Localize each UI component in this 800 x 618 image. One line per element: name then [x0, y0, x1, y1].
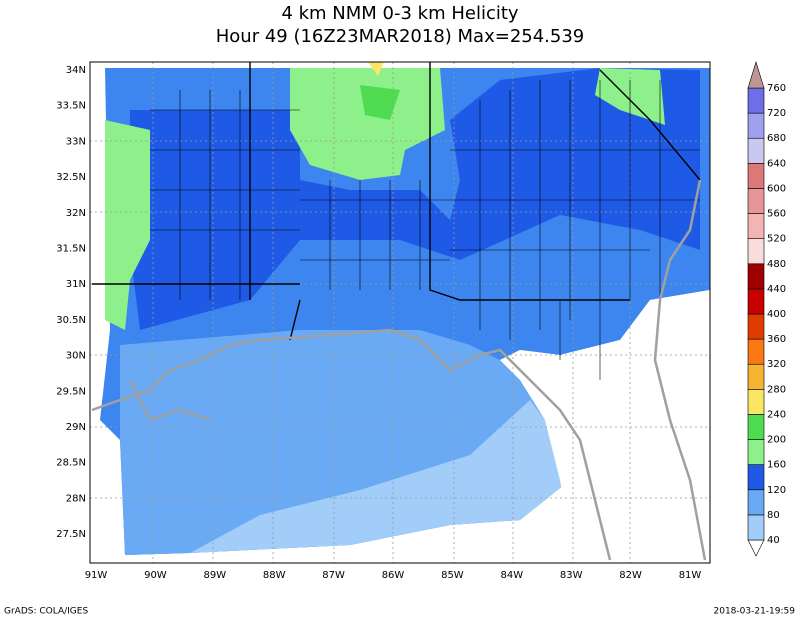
latitude-label: 29N: [66, 422, 86, 433]
colorbar-box: [747, 514, 765, 541]
latitude-label: 33.5N: [56, 101, 86, 112]
latitude-label: 30N: [66, 351, 86, 362]
colorbar-label: 480: [767, 259, 786, 270]
longitude-label: 90W: [144, 570, 167, 581]
field-green-core: [360, 85, 400, 120]
colorbar-box: [747, 188, 765, 214]
colorbar-label: 200: [767, 435, 786, 446]
longitude-label: 81W: [679, 570, 702, 581]
field-40-80: [190, 400, 570, 553]
latitude-label: 34N: [66, 65, 86, 76]
colorbar: 40 80 120 160 200 240 280 320 360 400 440 480 520 560…: [747, 60, 786, 557]
latitude-label: 28N: [66, 493, 86, 504]
field-160-200-dark: [130, 68, 700, 330]
map: [89, 61, 711, 564]
colorbar-label: 440: [767, 284, 786, 295]
field-green-west: [105, 120, 150, 330]
colorbar-low-triangle: [747, 539, 765, 557]
colorbar-box: [747, 112, 765, 139]
colorbar-box: [747, 163, 765, 189]
colorbar-box: [747, 87, 765, 114]
colorbar-box: [747, 439, 765, 465]
field-yellow: [368, 62, 384, 76]
latitude-label: 33N: [66, 136, 86, 147]
latitude-label: 29.5N: [56, 386, 86, 397]
latitude-label: 28.5N: [56, 458, 86, 469]
colorbar-label: 640: [767, 158, 786, 169]
longitude-label: 87W: [322, 570, 345, 581]
colorbar-box: [747, 313, 765, 340]
latitude-labels: 34N 33.5N 33N 32.5N 32N 31.5N 31N 30.5N 30N 29.5N…: [56, 65, 86, 540]
colorbar-box: [747, 137, 765, 164]
latitude-label: 31N: [66, 279, 86, 290]
colorbar-box: [747, 489, 765, 516]
longitude-label: 84W: [500, 570, 523, 581]
colorbar-box: [747, 414, 765, 440]
coastline: [91, 179, 707, 561]
colorbar-label: 240: [767, 409, 786, 420]
colorbar-box: [747, 263, 765, 290]
latitude-label: 30.5N: [56, 315, 86, 326]
footer-left: GrADS: COLA/IGES: [4, 607, 88, 617]
latitude-label: 31.5N: [56, 244, 86, 255]
footer-right: 2018-03-21-19:59: [714, 607, 796, 617]
title-line-2: Hour 49 (16Z23MAR2018) Max=254.539: [216, 26, 585, 47]
longitude-label: 85W: [441, 570, 464, 581]
latitude-label: 27.5N: [56, 529, 86, 540]
colorbar-label: 600: [767, 183, 786, 194]
longitude-label: 89W: [203, 570, 226, 581]
latitude-label: 32N: [66, 208, 86, 219]
colorbar-label: 560: [767, 209, 786, 220]
longitude-label: 82W: [619, 570, 642, 581]
colorbar-label: 520: [767, 234, 786, 245]
colorbar-box: [747, 288, 765, 315]
colorbar-label: 280: [767, 384, 786, 395]
longitude-label: 91W: [85, 570, 108, 581]
longitude-label: 83W: [560, 570, 583, 581]
colorbar-label: 680: [767, 133, 786, 144]
colorbar-high-triangle: [747, 60, 765, 89]
colorbar-label: 80: [767, 510, 780, 521]
colorbar-label: 360: [767, 334, 786, 345]
field-green-north: [290, 68, 445, 180]
colorbar-box: [747, 338, 765, 365]
colorbar-label: 400: [767, 309, 786, 320]
colorbar-box: [747, 464, 765, 491]
map-frame: [89, 61, 711, 564]
colorbar-label: 720: [767, 108, 786, 119]
colorbar-box: [747, 213, 765, 239]
longitude-label: 88W: [263, 570, 286, 581]
county-lines: [150, 80, 700, 380]
latitude-label: 32.5N: [56, 172, 86, 183]
colorbar-box: [747, 238, 765, 265]
longitude-labels: 91W 90W 89W 88W 87W 86W 85W 84W 83W 82W 81W: [85, 570, 702, 581]
state-lines: [92, 62, 701, 341]
colorbar-box: [747, 363, 765, 390]
colorbar-box: [747, 389, 765, 415]
title-line-1: 4 km NMM 0-3 km Helicity: [281, 3, 518, 24]
colorbar-label: 120: [767, 485, 786, 496]
longitude-label: 86W: [382, 570, 405, 581]
field-white-east: [500, 290, 710, 563]
colorbar-label: 320: [767, 359, 786, 370]
grid-lines: [90, 62, 710, 563]
colorbar-label: 760: [767, 83, 786, 94]
colorbar-label: 40: [767, 535, 780, 546]
colorbar-label: 160: [767, 460, 786, 471]
